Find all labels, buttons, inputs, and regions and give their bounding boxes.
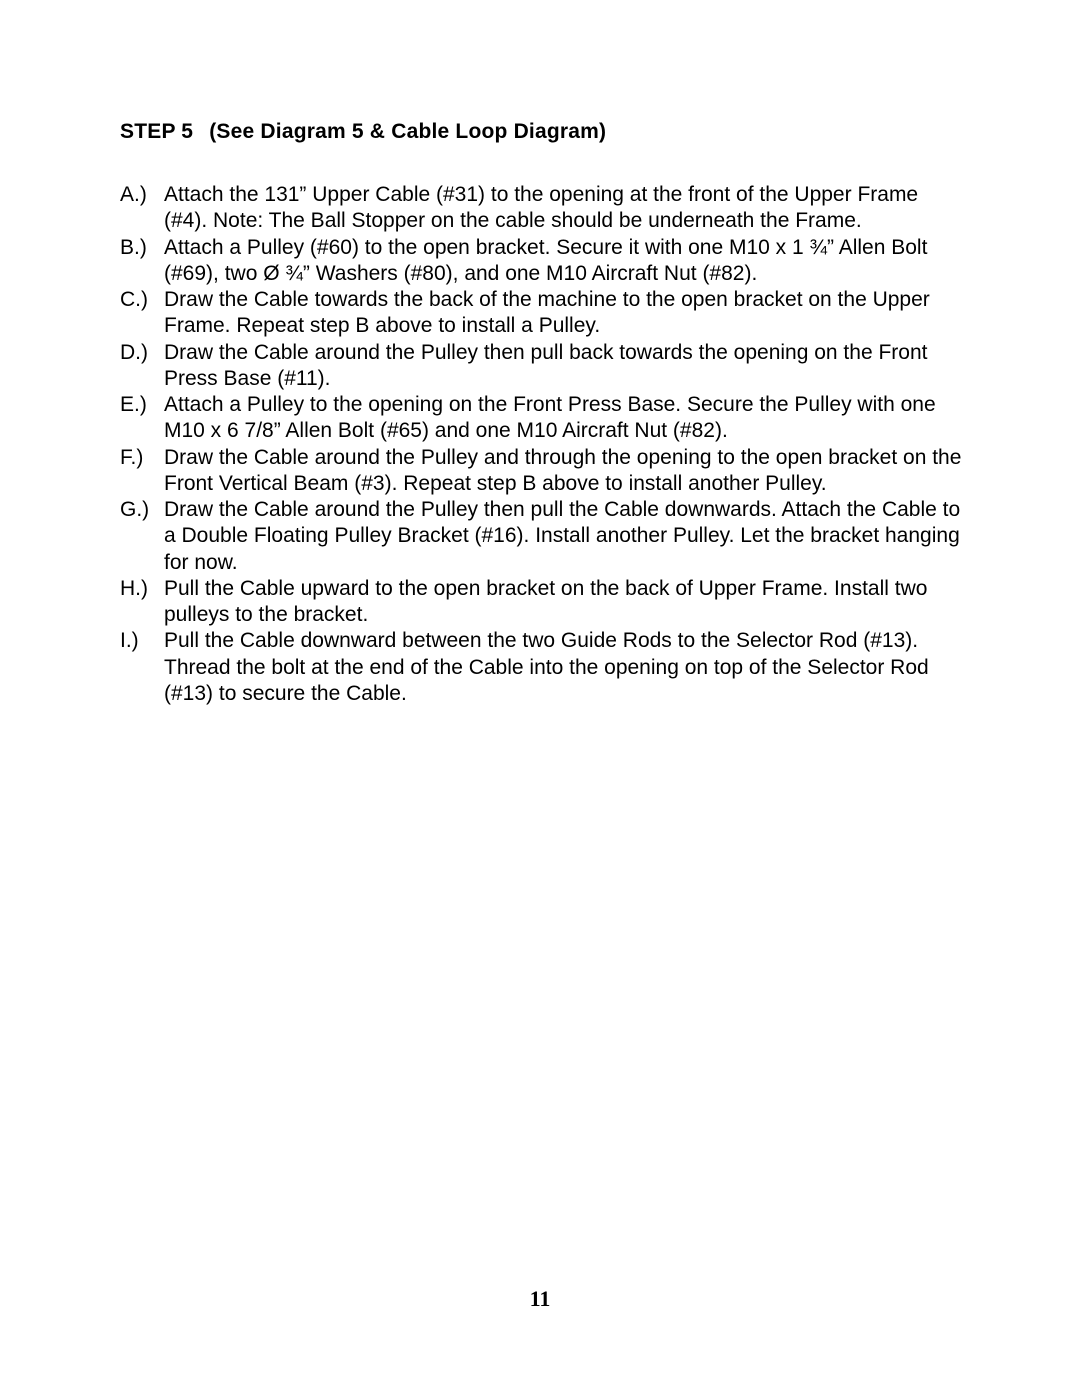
list-text: Attach a Pulley to the opening on the Fr… — [164, 392, 965, 445]
list-text: Pull the Cable upward to the open bracke… — [164, 576, 965, 629]
list-text: Draw the Cable around the Pulley then pu… — [164, 497, 965, 576]
list-text: Draw the Cable around the Pulley and thr… — [164, 445, 965, 498]
list-marker: D.) — [120, 340, 164, 393]
list-item: A.) Attach the 131” Upper Cable (#31) to… — [120, 182, 965, 235]
list-item: E.) Attach a Pulley to the opening on th… — [120, 392, 965, 445]
instruction-list: A.) Attach the 131” Upper Cable (#31) to… — [120, 182, 965, 707]
list-marker: A.) — [120, 182, 164, 235]
document-page: STEP 5 (See Diagram 5 & Cable Loop Diagr… — [0, 0, 1080, 1397]
step-heading: STEP 5 (See Diagram 5 & Cable Loop Diagr… — [120, 120, 965, 144]
list-marker: I.) — [120, 628, 164, 707]
list-text: Pull the Cable downward between the two … — [164, 628, 965, 707]
list-marker: H.) — [120, 576, 164, 629]
list-text: Attach a Pulley (#60) to the open bracke… — [164, 235, 965, 288]
list-text: Draw the Cable around the Pulley then pu… — [164, 340, 965, 393]
list-marker: E.) — [120, 392, 164, 445]
list-marker: B.) — [120, 235, 164, 288]
list-item: C.) Draw the Cable towards the back of t… — [120, 287, 965, 340]
list-item: I.) Pull the Cable downward between the … — [120, 628, 965, 707]
list-item: F.) Draw the Cable around the Pulley and… — [120, 445, 965, 498]
list-text: Draw the Cable towards the back of the m… — [164, 287, 965, 340]
list-marker: F.) — [120, 445, 164, 498]
list-item: H.) Pull the Cable upward to the open br… — [120, 576, 965, 629]
step-subtitle: (See Diagram 5 & Cable Loop Diagram) — [209, 120, 606, 143]
page-number: 11 — [0, 1286, 1080, 1312]
list-item: G.) Draw the Cable around the Pulley the… — [120, 497, 965, 576]
list-text: Attach the 131” Upper Cable (#31) to the… — [164, 182, 965, 235]
list-item: D.) Draw the Cable around the Pulley the… — [120, 340, 965, 393]
list-item: B.) Attach a Pulley (#60) to the open br… — [120, 235, 965, 288]
list-marker: C.) — [120, 287, 164, 340]
list-marker: G.) — [120, 497, 164, 576]
step-label: STEP 5 — [120, 120, 193, 144]
